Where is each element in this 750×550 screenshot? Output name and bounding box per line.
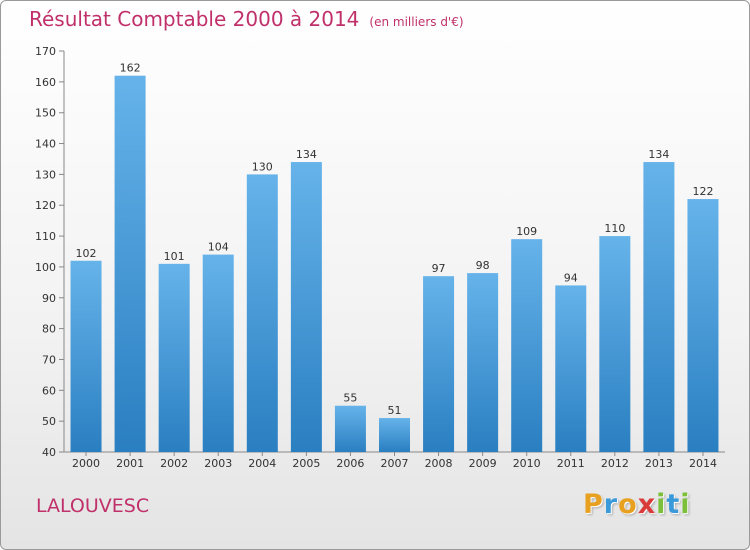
bar	[687, 199, 719, 452]
x-tick-label: 2012	[601, 457, 629, 470]
logo-letter: P	[583, 489, 604, 520]
chart-subtitle: (en milliers d'€)	[369, 15, 464, 29]
x-tick-label: 2001	[116, 457, 144, 470]
y-tick-label: 80	[42, 323, 56, 336]
data-label: 134	[648, 148, 669, 161]
data-label: 122	[692, 185, 713, 198]
bar	[290, 162, 322, 453]
x-tick-label: 2007	[381, 457, 409, 470]
x-tick-label: 2014	[689, 457, 717, 470]
logo-letter: i	[680, 489, 691, 520]
logo-letter: r	[603, 489, 619, 520]
y-tick-label: 100	[35, 261, 56, 274]
x-tick-label: 2004	[248, 457, 276, 470]
x-tick-label: 2006	[336, 457, 364, 470]
bar	[379, 418, 410, 452]
bar	[555, 285, 587, 452]
y-tick-label: 140	[35, 138, 56, 151]
proxiti-logo: Proxiti	[583, 489, 691, 520]
y-tick-label: 150	[35, 107, 56, 120]
bar	[511, 239, 543, 452]
logo-letter: t	[666, 489, 681, 520]
y-tick-label: 90	[42, 292, 56, 305]
x-tick-label: 2005	[292, 457, 320, 470]
bar	[202, 254, 234, 452]
data-label: 51	[388, 404, 402, 417]
y-tick-label: 60	[42, 384, 56, 397]
bar	[70, 260, 102, 452]
y-tick-label: 170	[35, 45, 56, 58]
y-tick-label: 130	[35, 168, 56, 181]
logo-letter: i	[656, 489, 667, 520]
logo-letter: o	[618, 489, 638, 520]
chart-title-text: Résultat Comptable 2000 à 2014	[29, 7, 360, 31]
data-label: 94	[564, 271, 578, 284]
data-label: 101	[164, 250, 185, 263]
data-label: 104	[208, 241, 229, 254]
x-tick-label: 2011	[557, 457, 585, 470]
y-tick-label: 120	[35, 199, 56, 212]
data-label: 97	[432, 262, 446, 275]
data-label: 162	[120, 62, 141, 75]
bar	[423, 276, 455, 452]
chart-title: Résultat Comptable 2000 à 2014 (en millie…	[29, 7, 464, 31]
y-tick-label: 40	[42, 446, 56, 459]
bar	[643, 162, 675, 453]
x-tick-label: 2010	[513, 457, 541, 470]
data-label: 110	[604, 222, 625, 235]
data-label: 98	[476, 259, 490, 272]
y-tick-label: 70	[42, 353, 56, 366]
x-tick-label: 2003	[204, 457, 232, 470]
bar	[246, 174, 278, 452]
data-label: 109	[516, 225, 537, 238]
y-tick-label: 110	[35, 230, 56, 243]
x-tick-label: 2000	[72, 457, 100, 470]
commune-name: LALOUVESC	[36, 495, 150, 517]
data-label: 134	[296, 148, 317, 161]
x-tick-label: 2008	[425, 457, 453, 470]
y-tick-label: 160	[35, 76, 56, 89]
x-tick-label: 2013	[645, 457, 673, 470]
data-label: 130	[252, 160, 273, 173]
data-label: 102	[76, 247, 97, 260]
logo-letter: x	[637, 489, 657, 520]
x-tick-label: 2002	[160, 457, 188, 470]
bar	[467, 273, 499, 452]
y-tick-label: 50	[42, 415, 56, 428]
data-label: 55	[343, 392, 357, 405]
bar	[114, 75, 146, 452]
bar	[334, 405, 366, 452]
x-tick-label: 2009	[469, 457, 497, 470]
bar	[158, 263, 190, 452]
bar	[599, 236, 631, 452]
